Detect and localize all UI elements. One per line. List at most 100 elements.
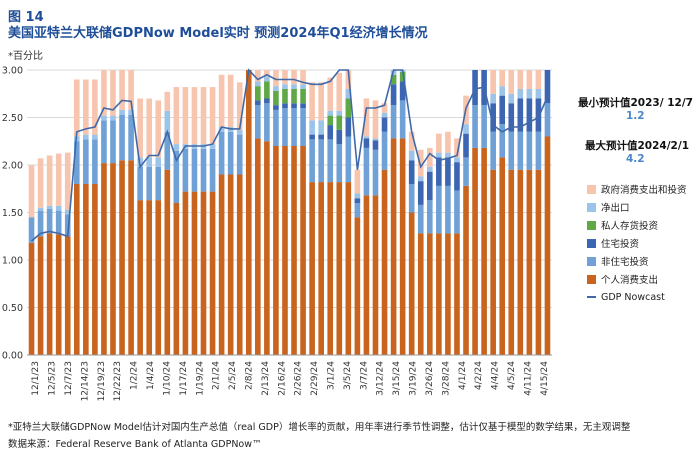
bar-segment [264, 141, 270, 355]
bar-segment [544, 70, 551, 104]
x-tick-label: 3/26/24 [425, 361, 435, 396]
bar-segment [535, 98, 542, 132]
y-tick-label: 1.50 [2, 208, 23, 219]
bar-segment [399, 138, 406, 355]
bar-segment [191, 87, 198, 145]
bar-segment [73, 79, 80, 137]
bar-segment [300, 89, 306, 104]
bar-segment [137, 98, 143, 158]
bar-segment [83, 79, 89, 135]
bar-segment [472, 70, 478, 106]
bar-segment [291, 103, 297, 108]
bar-segment [399, 100, 406, 139]
bar-segment [318, 134, 324, 140]
bar-segment [408, 184, 415, 213]
bar-segment [327, 182, 334, 355]
x-tick-label: 3/7/24 [359, 361, 369, 390]
unit-label: *百分比 [8, 51, 43, 62]
bar-segment [481, 147, 487, 355]
bar-segment [164, 131, 171, 170]
bar-segment [92, 79, 98, 135]
legend-item-residential: 住宅投资 [587, 234, 687, 252]
x-tick-label: 4/4/24 [491, 361, 501, 390]
bar-segment [155, 166, 162, 201]
bar-segment [101, 120, 107, 164]
bar-segment [46, 208, 53, 234]
bar-segment [264, 70, 270, 77]
bar-segment [28, 165, 35, 218]
legend-swatch-nonresidential [587, 256, 596, 266]
bar-segment [481, 105, 487, 148]
bar-segment [345, 182, 352, 355]
bar-segment [327, 110, 334, 116]
figure-title: 美国亚特兰大联储GDPNow Model实时 预测2024年Q1经济增长情况 [8, 26, 428, 41]
bar-segment [282, 70, 288, 85]
bar-segment [354, 169, 361, 194]
min-estimate-value: 1.2 [626, 110, 645, 122]
bar-segment [417, 204, 424, 234]
legend-swatch-consumption [587, 274, 596, 284]
bar-segment [445, 157, 451, 186]
bar-segment [354, 198, 361, 203]
legend-label-inventory: 私人存货投资 [601, 221, 659, 232]
bar-segment [218, 131, 225, 175]
bar-segment [291, 146, 297, 355]
bar-segment [309, 120, 315, 135]
y-tick-label: 1.00 [2, 256, 23, 267]
x-tick-label: 1/17/24 [179, 361, 189, 396]
bar-segment [490, 93, 496, 104]
legend-label-nowcast: GDP Nowcast [601, 291, 665, 303]
x-tick-label: 2/8/24 [245, 361, 255, 390]
bar-segment [191, 148, 198, 192]
bar-segment [300, 108, 306, 146]
bar-segment [517, 70, 524, 89]
bar-segment [255, 86, 261, 101]
bar-segment [209, 144, 216, 149]
bar-segment [236, 82, 243, 130]
legend-swatch-government [587, 184, 596, 194]
bar-segment [164, 110, 171, 132]
bar-segment [92, 184, 98, 355]
bar-segment [399, 71, 406, 82]
x-tick-label: 3/15/24 [392, 361, 402, 396]
bar-segment [417, 233, 424, 355]
bar-segment [37, 236, 44, 355]
x-tick-label: 2/16/24 [277, 361, 287, 396]
bar-segment [173, 144, 180, 151]
bar-segment [327, 115, 334, 126]
bar-segment [46, 205, 53, 209]
bar-segment [92, 134, 98, 140]
bar-segment [264, 98, 270, 104]
bar-segment [110, 163, 116, 355]
bar-segment [535, 131, 542, 170]
bar-segment [255, 138, 261, 355]
bar-segment [264, 76, 270, 82]
bar-segment [200, 148, 207, 192]
bar-segment [273, 86, 279, 91]
x-tick-label: 4/1/24 [458, 361, 468, 390]
bar-segment [227, 131, 234, 175]
x-tick-label: 1/10/24 [163, 361, 173, 396]
bar-segment [399, 81, 406, 101]
bar-segment [73, 141, 80, 184]
bar-segment [155, 157, 162, 167]
bar-segment [83, 134, 89, 140]
bar-segment [327, 125, 334, 140]
bar-segment [318, 120, 324, 135]
bar-segment [218, 74, 225, 127]
bar-segment [454, 138, 460, 158]
figure-number: 图 14 [8, 10, 44, 25]
bar-segment [499, 157, 506, 355]
bar-segment [535, 169, 542, 355]
bar-segment [535, 89, 542, 99]
bar-segment [245, 70, 252, 355]
bar-segment [173, 203, 180, 355]
bar-segment [372, 138, 379, 141]
bar-segment [200, 87, 207, 145]
bar-segment [372, 100, 379, 139]
legend-label-residential: 住宅投资 [601, 239, 640, 250]
x-tick-label: 3/1/24 [327, 361, 337, 390]
bar-segment [472, 105, 478, 148]
